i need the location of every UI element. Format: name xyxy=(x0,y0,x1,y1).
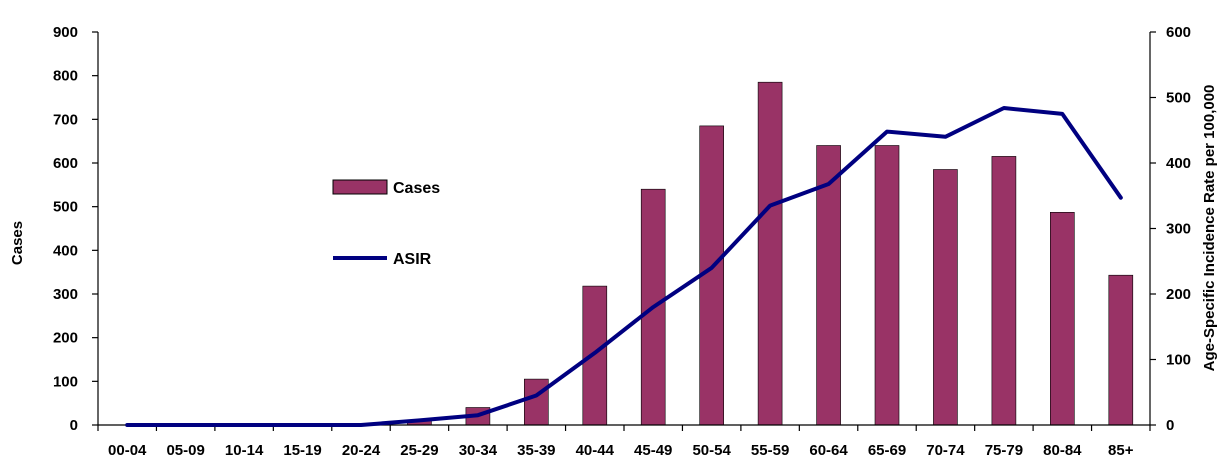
bar-35-39 xyxy=(523,378,549,426)
y-tick-label: 800 xyxy=(53,68,78,85)
x-tick-label: 70-74 xyxy=(926,442,965,459)
x-tick-label: 75-79 xyxy=(985,442,1023,459)
y-tick-label: 300 xyxy=(53,286,78,303)
legend-label-cases: Cases xyxy=(393,180,440,197)
legend-label-asir: ASIR xyxy=(393,251,432,268)
bar-55-59 xyxy=(757,81,783,426)
axes-layer: 0 100 200 300 400 500 600 700 800 900 0 100 200 300 40… xyxy=(53,24,1191,459)
y2-tick-label: 600 xyxy=(1166,24,1191,41)
x-tick-label: 65-69 xyxy=(868,442,906,459)
asir-line-layer xyxy=(125,106,1123,427)
y2-tick-label: 100 xyxy=(1166,352,1191,369)
y-tick-label: 200 xyxy=(53,330,78,347)
x-tick-label: 50-54 xyxy=(692,442,731,459)
y2-axis-title: Age-Specific Incidence Rate per 100,000 xyxy=(1201,85,1218,372)
y2-tick-label: 300 xyxy=(1166,221,1191,238)
y-tick-label: 0 xyxy=(70,417,78,434)
y-tick-label: 900 xyxy=(53,24,78,41)
y-tick-label: 400 xyxy=(53,242,78,259)
legend-swatch-cases xyxy=(332,179,388,195)
y2-tick-label: 200 xyxy=(1166,286,1191,303)
y-axis-title: Cases xyxy=(9,221,26,265)
bar-80-84 xyxy=(1050,212,1075,426)
bar-65-69 xyxy=(874,145,900,426)
bars-layer xyxy=(407,81,1134,426)
x-tick-label: 80-84 xyxy=(1043,442,1082,459)
bar-85+ xyxy=(1108,274,1134,426)
x-tick-label: 05-09 xyxy=(166,442,204,459)
bar-40-44 xyxy=(582,285,608,426)
x-tick-label: 00-04 xyxy=(108,442,147,459)
legend: Cases ASIR xyxy=(332,179,440,268)
bar-75-79 xyxy=(991,156,1017,426)
y2-tick-label: 500 xyxy=(1166,90,1191,107)
x-tick-label: 45-49 xyxy=(634,442,672,459)
y-tick-label: 500 xyxy=(53,199,78,216)
y2-tick-label: 0 xyxy=(1166,417,1174,434)
x-tick-label: 20-24 xyxy=(342,442,381,459)
y2-tick-label: 400 xyxy=(1166,155,1191,172)
x-tick-label: 10-14 xyxy=(225,442,264,459)
x-tick-label: 40-44 xyxy=(576,442,615,459)
x-tick-label: 35-39 xyxy=(517,442,555,459)
x-tick-label: 30-34 xyxy=(459,442,498,459)
y-tick-label: 600 xyxy=(53,155,78,172)
x-tick-label: 15-19 xyxy=(283,442,321,459)
x-tick-label: 85+ xyxy=(1108,442,1134,459)
asir-line xyxy=(125,106,1123,427)
x-tick-label: 55-59 xyxy=(751,442,789,459)
y-tick-label: 100 xyxy=(53,373,78,390)
x-tick-label: 60-64 xyxy=(809,442,848,459)
x-tick-label: 25-29 xyxy=(400,442,438,459)
bar-70-74 xyxy=(933,169,958,426)
y-tick-label: 700 xyxy=(53,111,78,128)
